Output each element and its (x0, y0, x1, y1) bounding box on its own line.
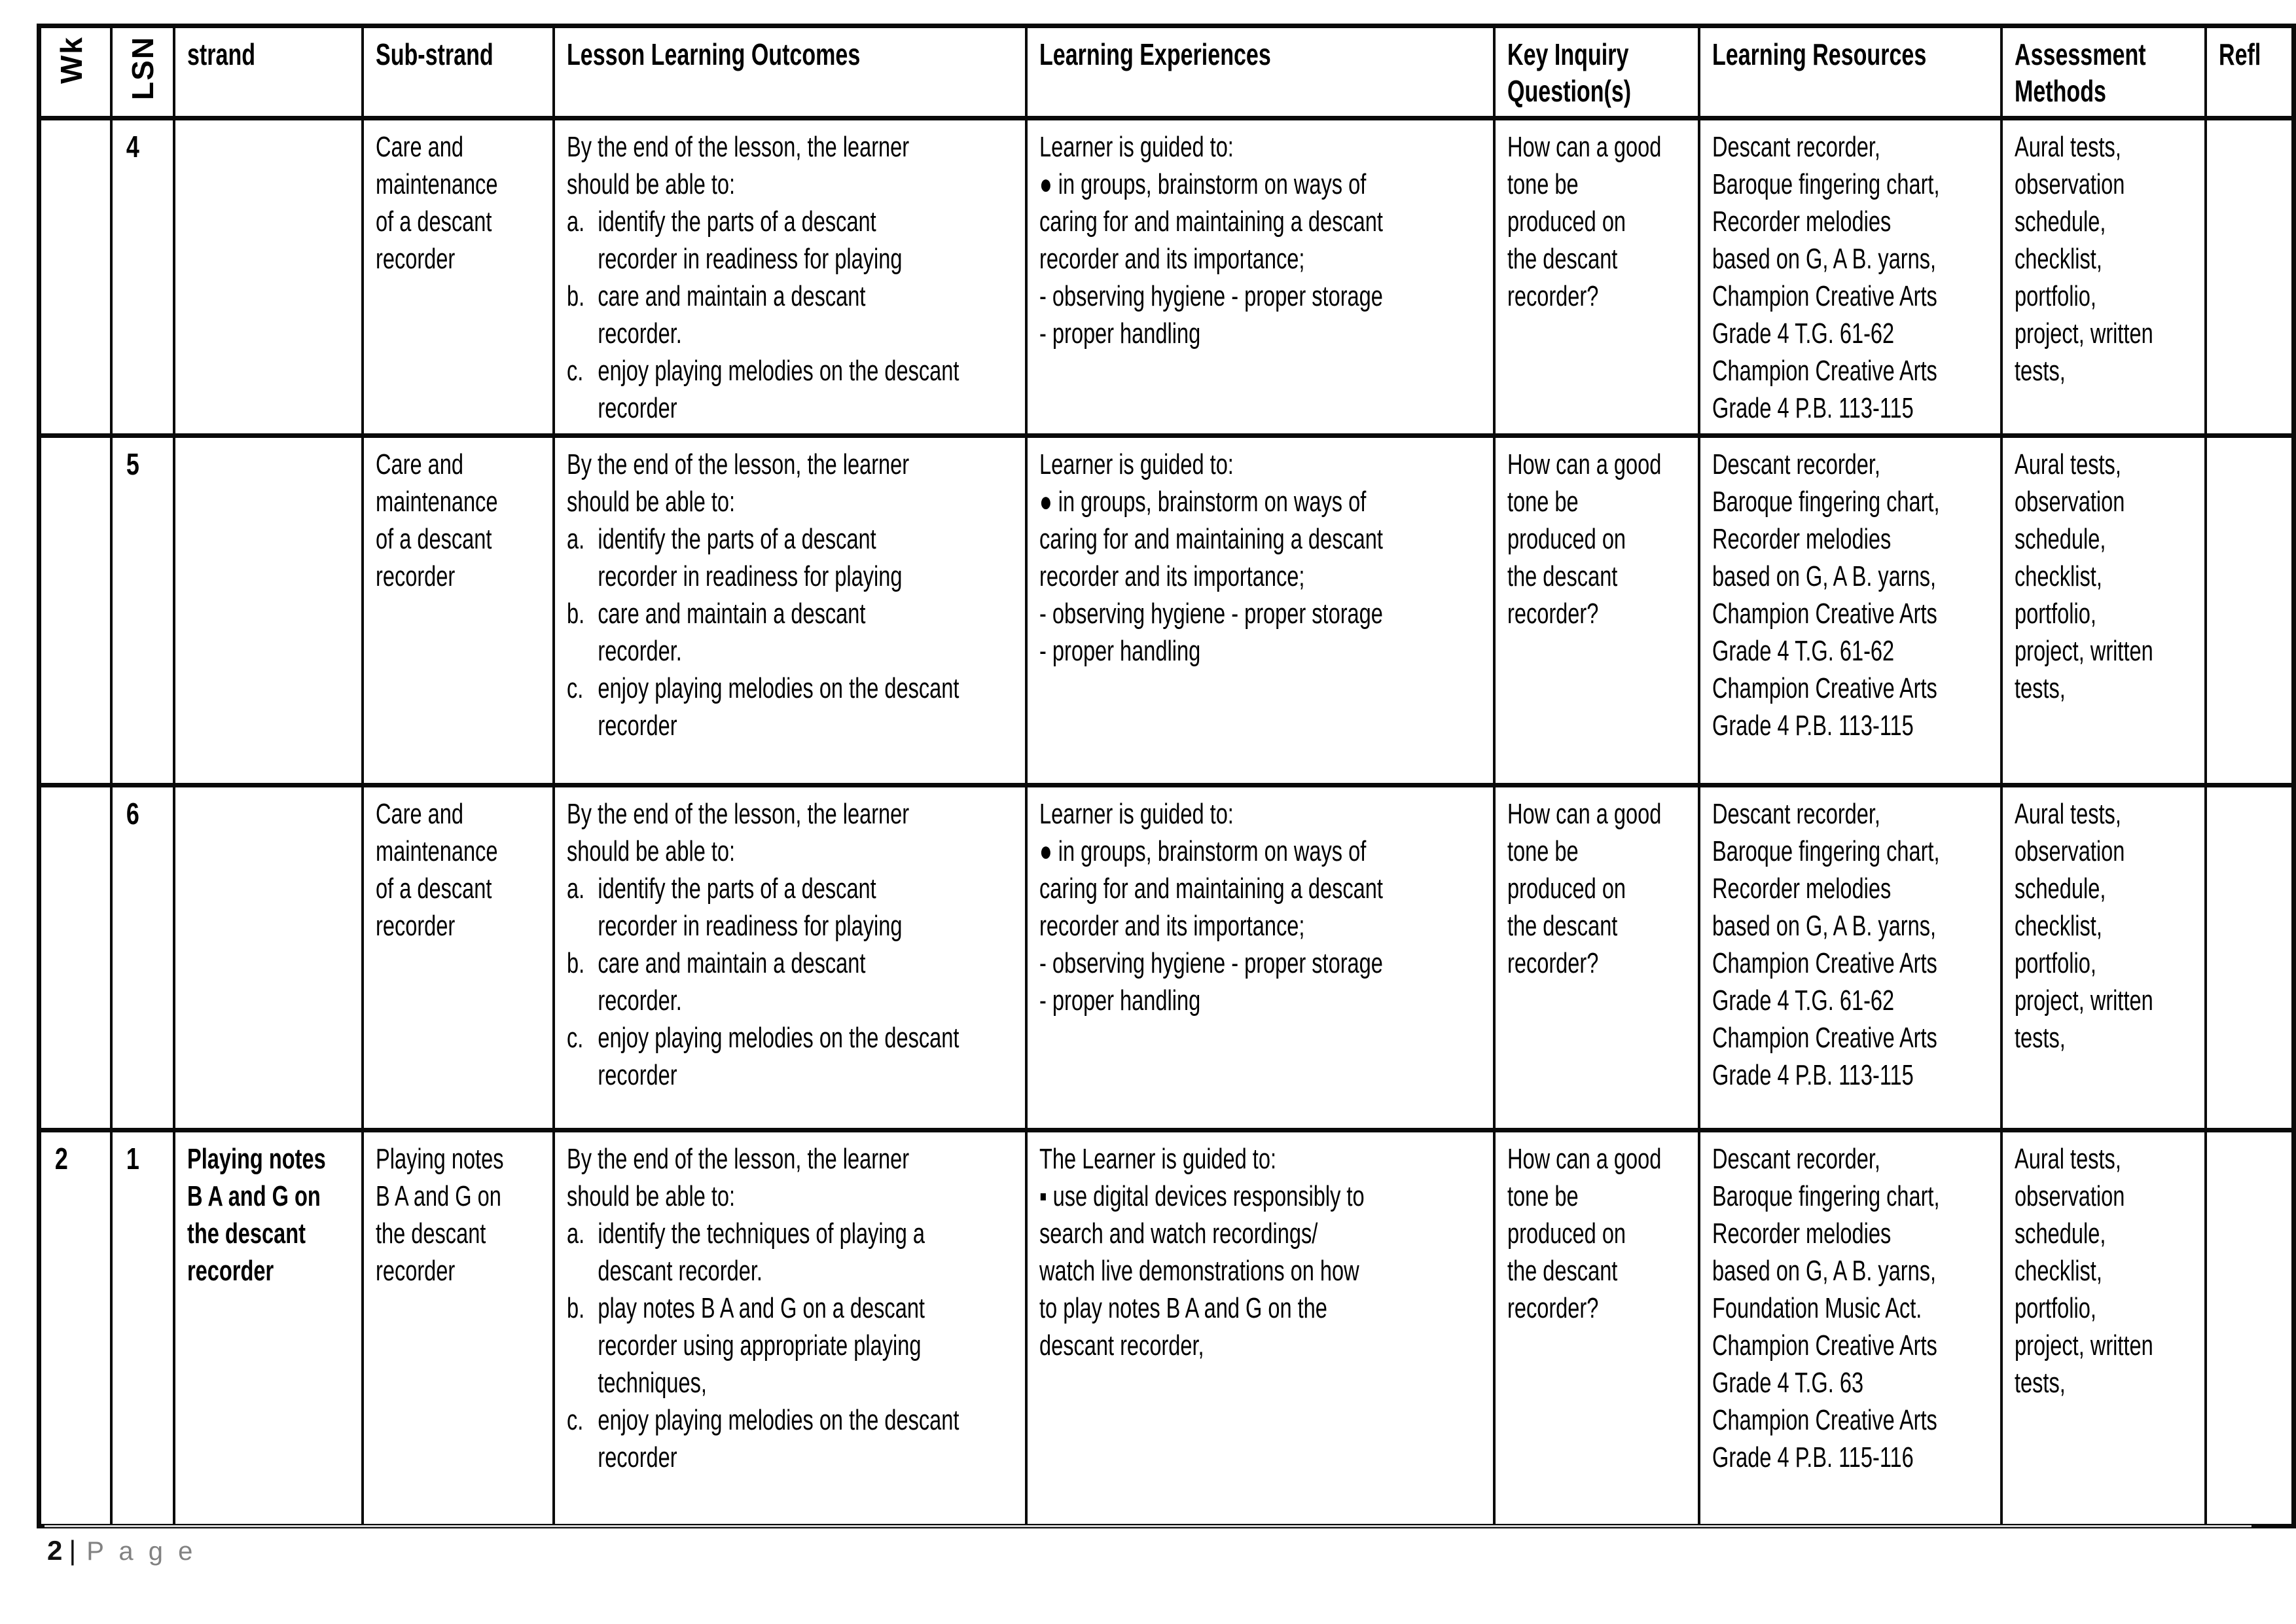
resources-cell: Descant recorder, Baroque fingering char… (1697, 783, 2003, 1132)
header-lsn-label: LSN (126, 36, 160, 100)
key-inquiry-cell: How can a good tone be produced on the d… (1493, 116, 1700, 437)
refl-cell (2204, 116, 2295, 437)
page-footer: 2 | P a g e (47, 1532, 196, 1570)
lsn-cell: 1 (110, 1128, 176, 1528)
experience-paragraph: Learner is guided to: (1039, 131, 1234, 163)
outcomes-cell: By the end of the lesson, the learner sh… (552, 783, 1028, 1132)
header-assessment-methods: Assessment Methods (2000, 24, 2207, 120)
outcome-item: a. identify the parts of a descant record… (567, 523, 903, 592)
sub-strand-cell: Care and maintenance of a descant record… (361, 783, 556, 1132)
footer-divider (45, 1525, 2251, 1527)
strand-cell (173, 783, 365, 1132)
page-label: P a g e (86, 1537, 197, 1566)
experience-paragraph: - observing hygiene - proper storage (1039, 280, 1384, 312)
assessment-cell: Aural tests, observation schedule, check… (2000, 116, 2207, 437)
outcome-item: c. enjoy playing melodies on the descant … (567, 1022, 960, 1091)
sub-strand-cell: Care and maintenance of a descant record… (361, 116, 556, 437)
resources-cell: Descant recorder, Baroque fingering char… (1697, 433, 2003, 787)
outcome-item: c. enjoy playing melodies on the descant … (567, 672, 960, 742)
outcome-item: b. care and maintain a descant recorder. (567, 947, 866, 1017)
experiences-cell: Learner is guided to: ● in groups, brain… (1025, 116, 1496, 437)
experiences-cell: Learner is guided to: ● in groups, brain… (1025, 783, 1496, 1132)
sub-strand-cell: Playing notes B A and G on the descant r… (361, 1128, 556, 1528)
table-row-lesson-5: 5 Care and maintenance of a descant reco… (37, 433, 2295, 787)
outcome-item: a. identify the techniques of playing a d… (567, 1218, 925, 1287)
outcome-item: c. enjoy playing melodies on the descant … (567, 355, 960, 424)
experience-paragraph: - proper handling (1039, 984, 1201, 1017)
experience-paragraph: ● in groups, brainstorm on ways of carin… (1039, 835, 1384, 942)
experience-paragraph: The Learner is guided to: (1039, 1143, 1277, 1175)
assessment-cell: Aural tests, observation schedule, check… (2000, 1128, 2207, 1528)
page-number-separator: | (69, 1535, 77, 1566)
resources-cell: Descant recorder, Baroque fingering char… (1697, 116, 2003, 437)
wk-cell (37, 433, 113, 787)
outcomes-intro: By the end of the lesson, the learner sh… (567, 131, 910, 200)
header-lsn: LSN (110, 24, 176, 120)
lsn-cell: 4 (110, 116, 176, 437)
experience-paragraph: ▪ use digital devices responsibly to sea… (1039, 1180, 1365, 1362)
key-inquiry-cell: How can a good tone be produced on the d… (1493, 1128, 1700, 1528)
scheme-of-work-table: Wk LSN strand Sub-strand Lesson Learning… (37, 24, 2296, 1528)
experience-paragraph: ● in groups, brainstorm on ways of carin… (1039, 486, 1384, 592)
sub-strand-cell: Care and maintenance of a descant record… (361, 433, 556, 787)
experience-paragraph: Learner is guided to: (1039, 798, 1234, 830)
page-number: 2 (47, 1535, 63, 1566)
header-row: Wk LSN strand Sub-strand Lesson Learning… (37, 24, 2295, 120)
header-lesson-learning-outcomes: Lesson Learning Outcomes (552, 24, 1028, 120)
refl-cell (2204, 433, 2295, 787)
outcomes-intro: By the end of the lesson, the learner sh… (567, 798, 910, 867)
header-refl: Refl (2204, 24, 2295, 120)
header-sub-strand: Sub-strand (361, 24, 556, 120)
table-row-lesson-6: 6 Care and maintenance of a descant reco… (37, 783, 2295, 1132)
table-row-lesson-4: 4 Care and maintenance of a descant reco… (37, 116, 2295, 437)
header-wk-label: Wk (54, 36, 88, 84)
experience-paragraph: - observing hygiene - proper storage (1039, 947, 1384, 979)
outcome-item: a. identify the parts of a descant record… (567, 873, 903, 942)
refl-cell (2204, 783, 2295, 1132)
outcomes-cell: By the end of the lesson, the learner sh… (552, 116, 1028, 437)
wk-cell: 2 (37, 1128, 113, 1528)
outcomes-cell: By the end of the lesson, the learner sh… (552, 1128, 1028, 1528)
experience-paragraph: - proper handling (1039, 635, 1201, 667)
header-key-inquiry-questions: Key Inquiry Question(s) (1493, 24, 1700, 120)
lsn-cell: 5 (110, 433, 176, 787)
outcome-item: b. play notes B A and G on a descant reco… (567, 1292, 925, 1399)
experience-paragraph: - observing hygiene - proper storage (1039, 598, 1384, 630)
outcome-item: a. identify the parts of a descant record… (567, 206, 903, 275)
outcomes-intro: By the end of the lesson, the learner sh… (567, 448, 910, 518)
resources-cell: Descant recorder, Baroque fingering char… (1697, 1128, 2003, 1528)
experience-paragraph: Learner is guided to: (1039, 448, 1234, 480)
lsn-cell: 6 (110, 783, 176, 1132)
outcome-item: c. enjoy playing melodies on the descant … (567, 1404, 960, 1473)
experiences-cell: The Learner is guided to: ▪ use digital … (1025, 1128, 1496, 1528)
experience-paragraph: ● in groups, brainstorm on ways of carin… (1039, 168, 1384, 275)
header-strand: strand (173, 24, 365, 120)
outcome-item: b. care and maintain a descant recorder. (567, 598, 866, 667)
assessment-cell: Aural tests, observation schedule, check… (2000, 433, 2207, 787)
header-wk: Wk (37, 24, 113, 120)
wk-cell (37, 783, 113, 1132)
key-inquiry-cell: How can a good tone be produced on the d… (1493, 783, 1700, 1132)
key-inquiry-cell: How can a good tone be produced on the d… (1493, 433, 1700, 787)
header-learning-resources: Learning Resources (1697, 24, 2003, 120)
experience-paragraph: - proper handling (1039, 317, 1201, 350)
experiences-cell: Learner is guided to: ● in groups, brain… (1025, 433, 1496, 787)
refl-cell (2204, 1128, 2295, 1528)
table-row-week-2-lesson-1: 2 1 Playing notes B A and G on the desca… (37, 1128, 2295, 1528)
outcomes-cell: By the end of the lesson, the learner sh… (552, 433, 1028, 787)
strand-cell (173, 116, 365, 437)
strand-cell: Playing notes B A and G on the descant r… (173, 1128, 365, 1528)
outcomes-intro: By the end of the lesson, the learner sh… (567, 1143, 910, 1212)
assessment-cell: Aural tests, observation schedule, check… (2000, 783, 2207, 1132)
wk-cell (37, 116, 113, 437)
strand-cell (173, 433, 365, 787)
outcome-item: b. care and maintain a descant recorder. (567, 280, 866, 350)
header-learning-experiences: Learning Experiences (1025, 24, 1496, 120)
